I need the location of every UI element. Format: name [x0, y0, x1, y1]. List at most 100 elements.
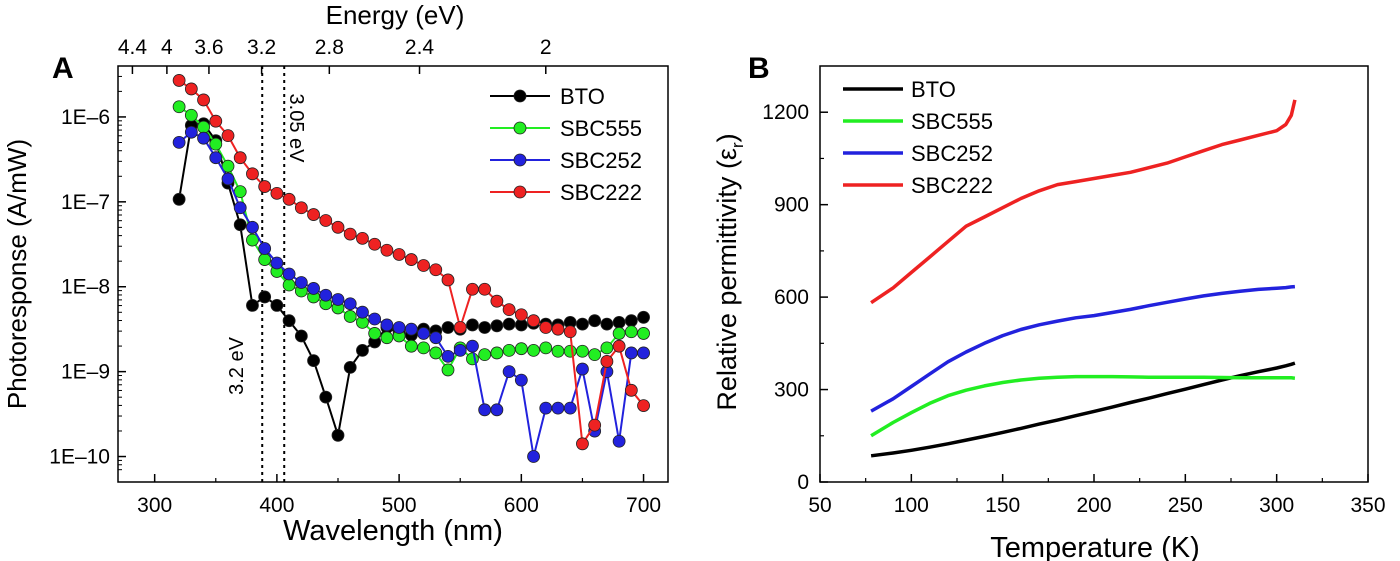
data-point-sbc222 [246, 167, 259, 181]
data-point-sbc252 [380, 318, 394, 332]
data-point-sbc555 [588, 348, 602, 362]
data-point-sbc252 [527, 450, 540, 463]
y-tick-label: 0 [797, 471, 809, 494]
data-point-sbc252 [478, 403, 492, 417]
y-tick-label: 1E–8 [61, 276, 110, 299]
x-tick-label: 200 [1076, 494, 1111, 517]
x-tick-label: 700 [626, 494, 661, 517]
x-axis-title-b: Temperature (K) [990, 532, 1200, 561]
x-tick-label: 100 [894, 494, 929, 517]
data-point-sbc222 [466, 282, 479, 296]
data-point-sbc252 [514, 373, 528, 387]
data-point-bto [246, 299, 259, 312]
data-point-sbc555 [246, 233, 259, 247]
data-point-sbc555 [624, 325, 638, 339]
y-tick-label: 600 [774, 286, 809, 309]
data-point-bto [331, 428, 345, 442]
data-point-sbc252 [197, 131, 210, 145]
x-tick-label: 300 [137, 494, 172, 517]
data-point-sbc222 [172, 74, 186, 87]
top-tick-label: 4.4 [118, 36, 148, 59]
data-point-sbc252 [270, 256, 284, 270]
x-axis-a: 300 400 500 600 700 [137, 474, 661, 517]
data-point-sbc252 [417, 327, 430, 340]
data-point-bto [258, 290, 272, 304]
annotation-3-05-ev: 3.05 eV [285, 94, 307, 164]
top-tick-label: 2.4 [405, 36, 435, 59]
data-point-sbc555 [576, 344, 589, 358]
data-point-sbc222 [490, 294, 504, 308]
y-tick-label: 1E–9 [61, 361, 110, 384]
data-point-sbc252 [453, 344, 467, 357]
data-point-sbc555 [600, 341, 614, 355]
y-tick-label: 1E–6 [61, 106, 110, 129]
top-tick-label: 3.2 [247, 36, 276, 59]
data-point-sbc222 [331, 220, 345, 234]
x-tick-label: 500 [382, 494, 417, 517]
series-line-sbc252 [870, 284, 1296, 413]
data-point-sbc555 [404, 339, 418, 353]
legend-a: BTO SBC555 SBC252 SBC222 [490, 84, 642, 205]
data-point-sbc222 [441, 273, 455, 287]
data-point-sbc252 [392, 321, 406, 334]
data-point-bto [294, 329, 308, 343]
data-point-sbc555 [441, 363, 455, 377]
data-point-bto [319, 390, 333, 404]
x-tick-label: 400 [259, 494, 294, 517]
data-point-sbc252 [258, 242, 272, 255]
top-tick-label: 4 [161, 36, 173, 59]
data-point-sbc222 [417, 259, 430, 272]
data-point-sbc252 [490, 403, 504, 417]
data-point-bto [172, 192, 186, 206]
data-point-sbc222 [527, 314, 540, 328]
x-tick-label: 300 [1259, 494, 1294, 517]
data-point-bto [356, 344, 369, 357]
series-line-bto [870, 361, 1296, 458]
data-point-sbc252 [294, 276, 308, 289]
data-point-sbc222 [588, 418, 602, 432]
data-point-sbc555 [527, 344, 540, 357]
top-axis-title: Energy (eV) [326, 0, 465, 30]
legend-label: SBC252 [560, 148, 642, 173]
data-point-sbc252 [233, 201, 247, 215]
data-point-sbc252 [221, 172, 235, 186]
data-point-sbc252 [624, 346, 638, 360]
data-point-bto [478, 321, 492, 334]
data-point-sbc222 [576, 437, 589, 451]
data-point-sbc222 [478, 282, 492, 296]
data-point-bto [612, 315, 626, 329]
x-tick-label: 250 [1168, 494, 1203, 517]
y-tick-label: 300 [774, 379, 809, 402]
y-axis-a: 1E–10 1E–9 1E–8 1E–7 1E–6 [49, 75, 126, 471]
legend-b: BTO SBC555 SBC252 SBC222 [843, 77, 993, 198]
data-point-sbc222 [221, 129, 235, 143]
top-energy-axis: 4.4 4 3.6 3.2 2.8 2.4 2 [118, 36, 552, 74]
data-point-sbc252 [563, 401, 577, 415]
plot-area-a [172, 74, 650, 463]
data-point-sbc252 [539, 401, 553, 415]
data-point-sbc555 [221, 159, 235, 173]
data-point-sbc252 [502, 365, 516, 379]
data-point-sbc555 [343, 310, 357, 323]
top-tick-label: 2.8 [315, 36, 344, 59]
data-point-sbc222 [612, 339, 626, 353]
annotation-3-2-ev: 3.2 eV [226, 336, 248, 394]
x-axis-title-a: Wavelength (nm) [283, 515, 503, 547]
data-point-sbc555 [417, 341, 430, 355]
y-axis-title-b-main: Relative permittivity (ε [712, 148, 742, 411]
data-point-sbc252 [184, 125, 198, 139]
data-point-sbc222 [368, 237, 382, 251]
data-point-sbc222 [624, 383, 638, 397]
annotations: 3.2 eV 3.05 eV [226, 94, 307, 395]
data-point-bto [600, 317, 614, 331]
data-point-sbc555 [184, 108, 198, 122]
data-point-sbc222 [233, 151, 247, 165]
data-point-sbc222 [294, 201, 308, 215]
plot-frame-a [117, 65, 669, 483]
data-point-sbc555 [368, 327, 382, 340]
plot-area-b [870, 99, 1297, 458]
data-point-bto [233, 218, 247, 232]
data-point-sbc222 [258, 180, 272, 193]
data-point-sbc555 [563, 344, 577, 358]
data-point-sbc555 [478, 348, 492, 362]
